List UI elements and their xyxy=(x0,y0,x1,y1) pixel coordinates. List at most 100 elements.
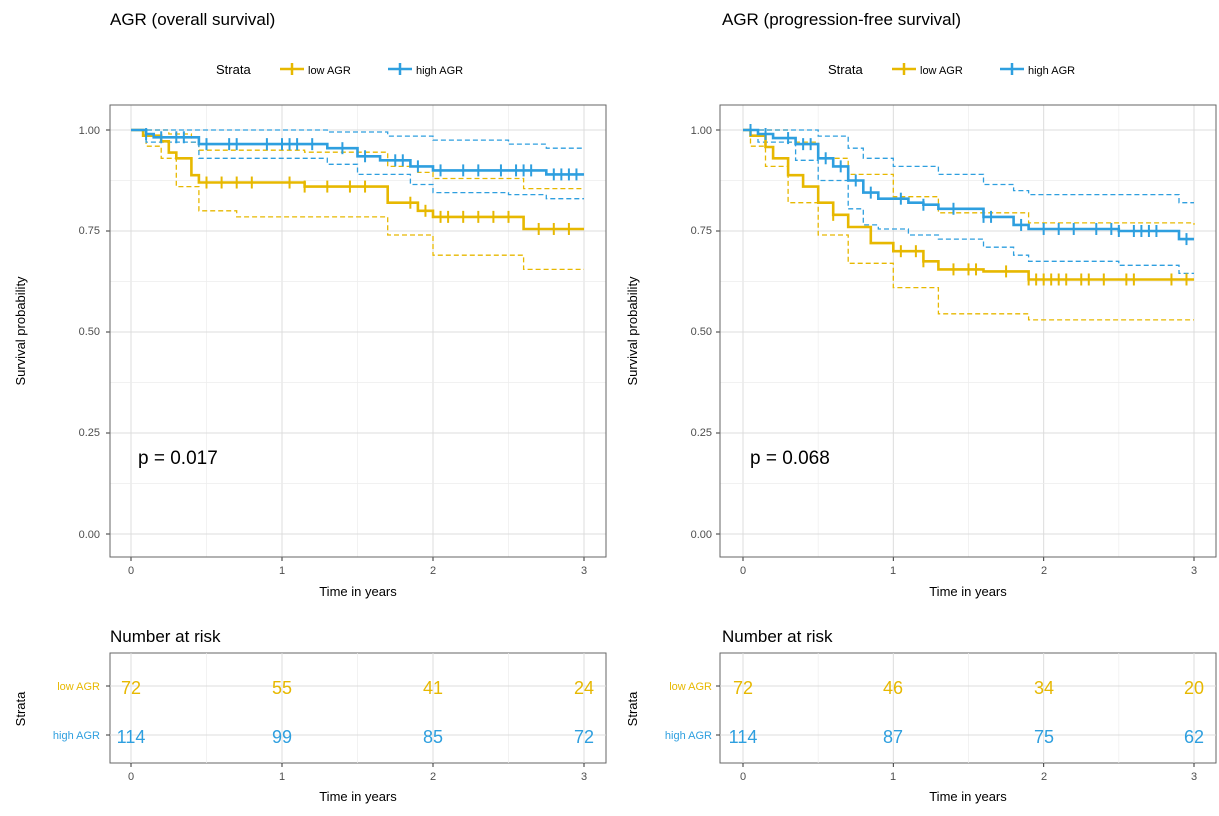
chart-title: AGR (overall survival) xyxy=(110,10,275,29)
risk-counts-low-agr: 72 46 34 20 xyxy=(733,678,1204,698)
svg-text:3: 3 xyxy=(581,565,587,577)
svg-text:1.00: 1.00 xyxy=(79,125,100,137)
svg-text:2: 2 xyxy=(1041,771,1047,783)
plot-border xyxy=(109,104,607,558)
risk-row-label-low-agr: low AGR xyxy=(57,681,100,693)
risk-count: 85 xyxy=(423,727,443,747)
x-tick-label: 0 1 2 3 xyxy=(128,565,587,577)
legend-title: Strata xyxy=(216,62,251,77)
survival-curves xyxy=(743,128,1194,281)
svg-text:1.00: 1.00 xyxy=(691,125,712,137)
svg-text:1: 1 xyxy=(890,565,896,577)
grid xyxy=(716,105,1216,561)
survival-curve-high-agr xyxy=(743,128,1194,241)
svg-text:0.25: 0.25 xyxy=(79,427,100,439)
survival-curve-high-agr xyxy=(131,128,584,176)
risk-x-tick-label: 0 1 2 3 xyxy=(128,771,587,783)
risk-counts-high-agr: 114 87 75 62 xyxy=(729,727,1204,747)
risk-x-axis-label: Time in years xyxy=(319,789,397,804)
confidence-bands xyxy=(131,129,584,271)
svg-text:1: 1 xyxy=(279,771,285,783)
risk-count: 75 xyxy=(1034,727,1054,747)
risk-grid xyxy=(106,653,606,767)
risk-count: 24 xyxy=(574,678,594,698)
svg-text:0.50: 0.50 xyxy=(691,326,712,338)
risk-table-title: Number at risk xyxy=(722,627,833,646)
risk-x-tick-label: 0 1 2 3 xyxy=(740,771,1197,783)
svg-text:2: 2 xyxy=(430,565,436,577)
svg-text:0.00: 0.00 xyxy=(691,529,712,541)
legend-label-low-agr: low AGR xyxy=(308,65,351,77)
risk-count: 46 xyxy=(883,678,903,698)
risk-count: 114 xyxy=(729,727,758,747)
legend-key-low-agr xyxy=(280,63,304,75)
risk-count: 41 xyxy=(423,678,443,698)
risk-count: 99 xyxy=(272,727,292,747)
risk-counts-high-agr: 114 99 85 72 xyxy=(117,727,594,747)
risk-table-ylabel: Strata xyxy=(625,691,640,726)
ci-upper-high-agr xyxy=(743,129,1194,204)
risk-count: 55 xyxy=(272,678,292,698)
y-axis-label: Survival probability xyxy=(625,276,640,386)
risk-table-border xyxy=(109,652,607,764)
panel-overall-survival: AGR (overall survival) Strata low AGR hi… xyxy=(13,10,607,804)
svg-text:0: 0 xyxy=(740,771,746,783)
svg-text:0.75: 0.75 xyxy=(691,225,712,237)
p-value: p = 0.068 xyxy=(750,448,830,469)
ci-upper-low-agr xyxy=(131,129,584,190)
legend-key-low-agr xyxy=(892,63,916,75)
y-axis: Survival probability 1.00 0.75 0.50 0.25… xyxy=(13,125,100,541)
p-value: p = 0.017 xyxy=(138,448,218,469)
risk-grid xyxy=(716,653,1216,767)
risk-table-border xyxy=(719,652,1217,764)
risk-count: 62 xyxy=(1184,727,1204,747)
y-tick-label: 1.00 0.75 0.50 0.25 0.00 xyxy=(79,125,100,541)
risk-count: 34 xyxy=(1034,678,1054,698)
risk-table-ylabel: Strata xyxy=(13,691,28,726)
legend-label-low-agr: low AGR xyxy=(920,65,963,77)
svg-text:3: 3 xyxy=(1191,771,1197,783)
legend-key-high-agr xyxy=(1000,63,1024,75)
x-axis-label: Time in years xyxy=(319,584,397,599)
survival-curve-low-agr xyxy=(743,128,1194,281)
legend-label-high-agr: high AGR xyxy=(1028,65,1075,77)
x-axis: 0 1 2 3 Time in years xyxy=(740,565,1197,599)
chart-title: AGR (progression-free survival) xyxy=(722,10,961,29)
risk-count: 72 xyxy=(121,678,141,698)
svg-text:3: 3 xyxy=(581,771,587,783)
risk-table-title: Number at risk xyxy=(110,627,221,646)
ci-lower-high-agr xyxy=(131,129,584,200)
risk-table: Number at risk Strata low AGR high AGR 7… xyxy=(13,627,607,804)
svg-text:2: 2 xyxy=(430,771,436,783)
legend: Strata low AGR high AGR xyxy=(828,62,1075,77)
legend-key-high-agr xyxy=(388,63,412,75)
risk-count: 20 xyxy=(1184,678,1204,698)
svg-text:0: 0 xyxy=(128,771,134,783)
legend-label-high-agr: high AGR xyxy=(416,65,463,77)
svg-text:1: 1 xyxy=(890,771,896,783)
plot-area: p = 0.017 xyxy=(106,104,607,561)
svg-text:2: 2 xyxy=(1041,565,1047,577)
panel-progression-free-survival: AGR (progression-free survival) Strata l… xyxy=(625,10,1217,804)
x-axis: 0 1 2 3 Time in years xyxy=(128,565,587,599)
plot-border xyxy=(719,104,1217,558)
risk-row-label-high-agr: high AGR xyxy=(665,730,712,742)
risk-row-label-low-agr: low AGR xyxy=(669,681,712,693)
svg-text:3: 3 xyxy=(1191,565,1197,577)
censor-marks xyxy=(749,124,1188,286)
x-axis-label: Time in years xyxy=(929,584,1007,599)
risk-counts-low-agr: 72 55 41 24 xyxy=(121,678,594,698)
svg-text:0: 0 xyxy=(128,565,134,577)
risk-count: 72 xyxy=(574,727,594,747)
svg-text:0.00: 0.00 xyxy=(79,529,100,541)
ci-lower-high-agr xyxy=(743,129,1194,275)
svg-text:0.25: 0.25 xyxy=(691,427,712,439)
legend: Strata low AGR high AGR xyxy=(216,62,463,77)
x-tick-label: 0 1 2 3 xyxy=(740,565,1197,577)
y-axis-label: Survival probability xyxy=(13,276,28,386)
plot-background xyxy=(720,105,1216,557)
risk-count: 72 xyxy=(733,678,753,698)
svg-text:0.50: 0.50 xyxy=(79,326,100,338)
risk-count: 114 xyxy=(117,727,146,747)
